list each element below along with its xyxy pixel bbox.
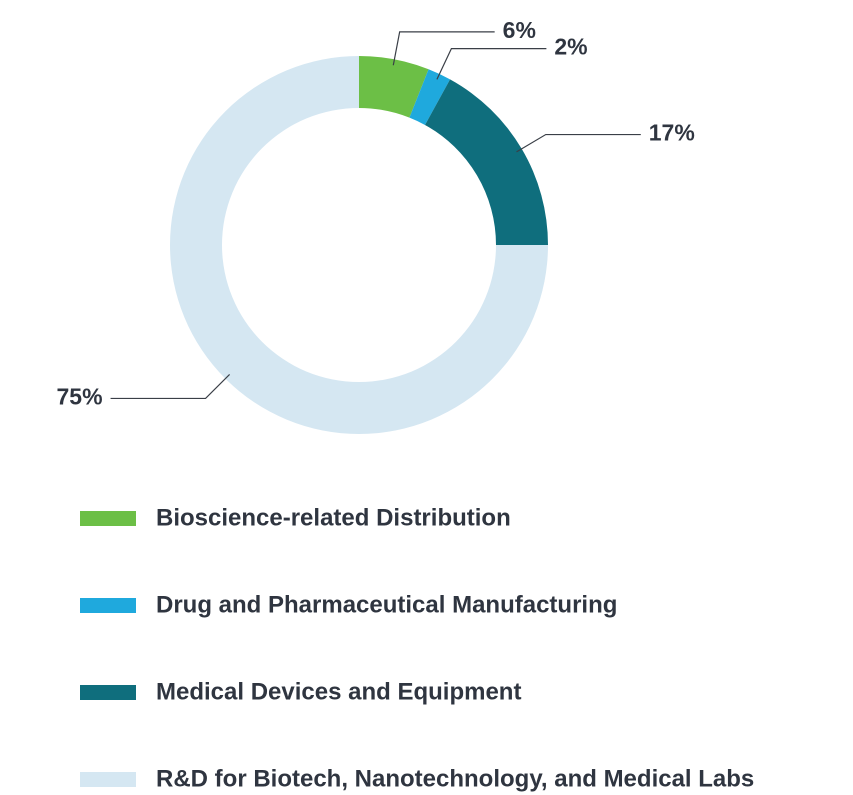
- legend-label: Bioscience-related Distribution: [156, 504, 511, 531]
- leader-line: [516, 133, 641, 153]
- legend-label: Drug and Pharmaceutical Manufacturing: [156, 591, 617, 618]
- donut-segment: [359, 56, 429, 118]
- legend-swatch: [80, 685, 136, 700]
- percent-label: 6%: [503, 17, 536, 43]
- donut-segment: [425, 79, 548, 245]
- leader-line: [436, 48, 547, 80]
- legend-swatch: [80, 772, 136, 787]
- leader-line: [392, 31, 495, 66]
- percent-label: 2%: [554, 34, 587, 60]
- legend-swatch: [80, 598, 136, 613]
- donut-segment: [409, 69, 451, 125]
- legend-label: R&D for Biotech, Nanotechnology, and Med…: [156, 765, 754, 792]
- legend-swatch: [80, 511, 136, 526]
- percent-label: 75%: [57, 384, 103, 410]
- legend-label: Medical Devices and Equipment: [156, 678, 521, 705]
- leader-line: [110, 373, 231, 400]
- percent-label: 17%: [649, 120, 695, 146]
